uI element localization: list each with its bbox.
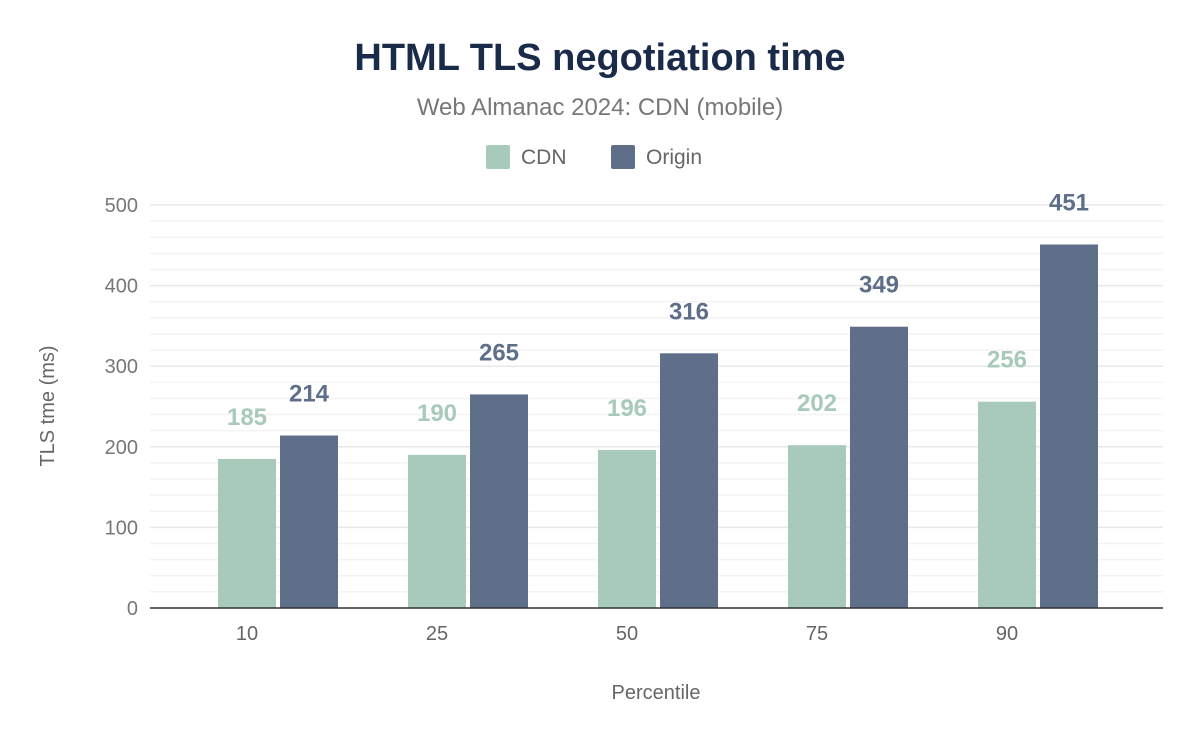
chart-title: HTML TLS negotiation time: [354, 37, 845, 79]
data-label: 265: [479, 339, 519, 366]
bar-origin: [470, 394, 528, 608]
data-label: 256: [987, 347, 1027, 374]
y-axis-label: TLS tme (ms): [37, 345, 59, 466]
legend-label: CDN: [521, 146, 567, 169]
bar-cdn: [408, 454, 466, 608]
legend-swatch-cdn: [486, 145, 510, 169]
x-tick-label: 90: [996, 623, 1018, 645]
y-tick-label: 300: [105, 356, 138, 378]
data-label: 196: [607, 395, 647, 422]
y-tick-label: 0: [127, 598, 138, 620]
x-tick-label: 50: [616, 623, 638, 645]
legend-swatch-origin: [611, 145, 635, 169]
bar-cdn: [598, 450, 656, 608]
data-label: 185: [227, 404, 267, 431]
legend-label: Origin: [646, 146, 702, 169]
bar-cdn: [978, 401, 1036, 608]
x-tick-label: 75: [806, 623, 828, 645]
x-tick-label: 10: [236, 623, 258, 645]
y-tick-label: 100: [105, 517, 138, 539]
chart-subtitle: Web Almanac 2024: CDN (mobile): [417, 94, 783, 121]
bar-origin: [850, 326, 908, 608]
bars: 185 214 10 190 265 25 196 316 50 202 349 75 256 451 90: [150, 189, 1163, 645]
data-label: 202: [797, 390, 837, 417]
bar-cdn: [788, 445, 846, 608]
bar-origin: [1040, 244, 1098, 608]
y-tick-label: 500: [105, 195, 138, 217]
data-label: 316: [669, 298, 709, 325]
y-tick-label: 200: [105, 437, 138, 459]
data-label: 214: [289, 381, 330, 408]
x-axis-label: Percentile: [612, 682, 701, 704]
x-tick-label: 25: [426, 623, 448, 645]
data-label: 349: [859, 272, 899, 299]
data-label: 451: [1049, 189, 1089, 216]
y-tick-label: 400: [105, 276, 138, 298]
bar-origin: [280, 435, 338, 608]
bar-cdn: [218, 458, 276, 608]
legend: CDN Origin: [486, 145, 702, 169]
bar-origin: [660, 353, 718, 608]
data-label: 190: [417, 400, 457, 427]
